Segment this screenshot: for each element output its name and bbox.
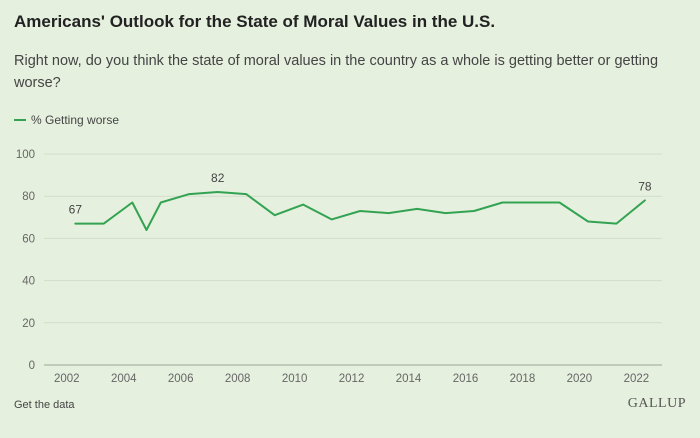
y-tick-label: 100 <box>16 149 35 161</box>
data-point <box>386 211 391 216</box>
data-point <box>158 200 163 205</box>
get-the-data-link[interactable]: Get the data <box>14 399 75 411</box>
x-tick-label: 2012 <box>339 373 365 385</box>
data-label: 82 <box>211 171 225 185</box>
x-tick-label: 2008 <box>225 373 251 385</box>
data-point <box>187 192 192 197</box>
data-point <box>585 219 590 224</box>
data-point <box>144 227 149 232</box>
data-point <box>101 221 106 226</box>
series-line <box>74 191 646 231</box>
x-tick-label: 2020 <box>567 373 593 385</box>
data-label: 78 <box>638 179 652 193</box>
x-tick-label: 2016 <box>453 373 479 385</box>
gallup-logo: GALLUP <box>627 396 686 411</box>
data-point <box>358 208 363 213</box>
x-tick-label: 2004 <box>111 373 137 385</box>
data-point <box>215 189 220 194</box>
data-point <box>301 202 306 207</box>
data-point <box>244 192 249 197</box>
x-tick-label: 2002 <box>54 373 80 385</box>
x-tick-label: 2014 <box>396 373 422 385</box>
legend-line-swatch <box>14 119 26 121</box>
data-label: 67 <box>69 203 83 217</box>
data-point <box>415 206 420 211</box>
data-point <box>272 213 277 218</box>
chart-subtitle: Right now, do you think the state of mor… <box>14 53 659 91</box>
legend-label: % Getting worse <box>31 113 120 127</box>
y-tick-label: 20 <box>22 318 35 330</box>
y-tick-label: 80 <box>22 191 35 203</box>
chart-legend: % Getting worse <box>14 113 119 127</box>
x-tick-label: 2010 <box>282 373 308 385</box>
data-point <box>443 211 448 216</box>
data-point <box>557 200 562 205</box>
x-tick-label: 2006 <box>168 373 194 385</box>
data-point <box>472 208 477 213</box>
y-tick-label: 40 <box>22 276 35 288</box>
data-point <box>329 217 334 222</box>
data-point <box>73 221 78 226</box>
data-point <box>528 200 533 205</box>
x-tick-label: 2022 <box>624 373 650 385</box>
data-point <box>500 200 505 205</box>
x-tick-label: 2018 <box>510 373 536 385</box>
y-tick-label: 60 <box>22 233 35 245</box>
chart-title: Americans' Outlook for the State of Mora… <box>14 12 496 31</box>
data-point <box>614 221 619 226</box>
data-point <box>130 200 135 205</box>
data-point <box>642 198 647 203</box>
y-tick-label: 0 <box>29 360 35 372</box>
